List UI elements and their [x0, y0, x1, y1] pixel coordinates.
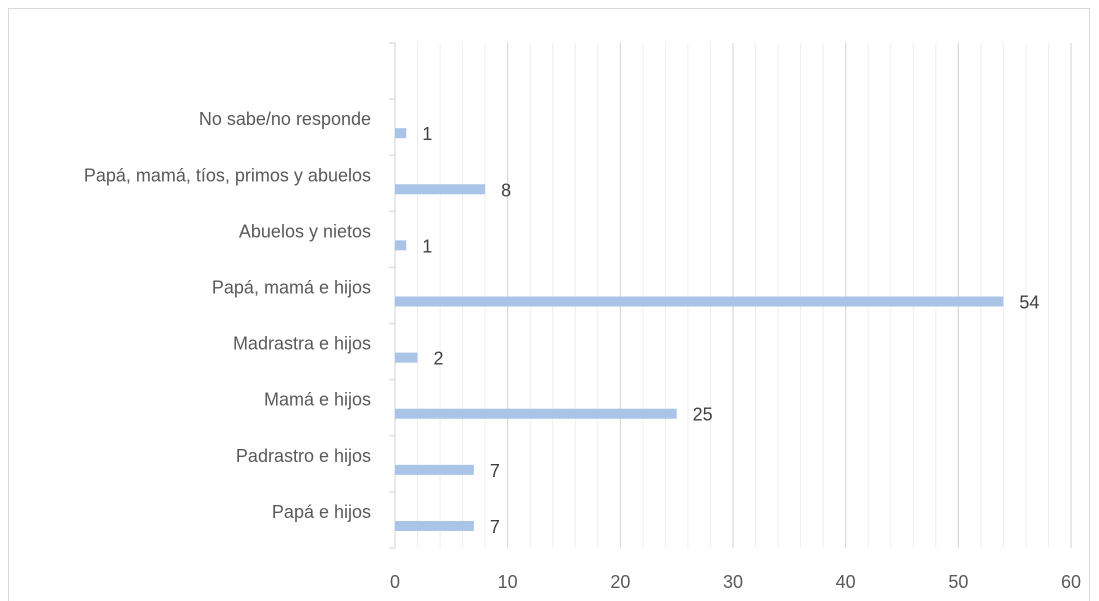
x-tick-label: 0: [390, 572, 400, 592]
bar: [395, 240, 407, 251]
category-label: Padrastro e hijos: [236, 446, 371, 466]
category-label: Papá, mamá, tíos, primos y abuelos: [84, 165, 371, 185]
bar: [395, 352, 418, 363]
labels: 0 10 20 30 40 50 60 No sabe/no responde 1 Papá, m…: [84, 109, 1081, 592]
x-tick-label: 20: [610, 572, 630, 592]
x-tick-label: 30: [723, 572, 743, 592]
data-label: 54: [1019, 293, 1039, 313]
bar: [395, 184, 486, 195]
category-label: No sabe/no responde: [199, 109, 371, 129]
x-tick-label: 40: [836, 572, 856, 592]
category-label: Abuelos y nietos: [239, 221, 371, 241]
data-label: 1: [422, 124, 432, 144]
data-label: 8: [501, 180, 511, 200]
gridlines: [417, 43, 1072, 548]
category-label: Madrastra e hijos: [233, 334, 371, 354]
category-label: Papá, mamá e hijos: [212, 278, 371, 298]
category-axis: [389, 42, 396, 549]
category-label: Mamá e hijos: [264, 390, 371, 410]
bar: [395, 128, 407, 139]
x-tick-label: 10: [498, 572, 518, 592]
bars: [395, 128, 1004, 531]
chart-frame: [8, 8, 1090, 601]
bar: [395, 296, 1004, 307]
category-label: Papá e hijos: [272, 502, 371, 522]
data-label: 7: [490, 461, 500, 481]
data-label: 2: [434, 349, 444, 369]
bar: [395, 520, 474, 531]
x-tick-label: 50: [948, 572, 968, 592]
bar: [395, 464, 474, 475]
bar: [395, 408, 677, 419]
data-label: 1: [422, 236, 432, 256]
data-label: 7: [490, 517, 500, 537]
data-label: 25: [693, 405, 713, 425]
x-tick-label: 60: [1061, 572, 1081, 592]
